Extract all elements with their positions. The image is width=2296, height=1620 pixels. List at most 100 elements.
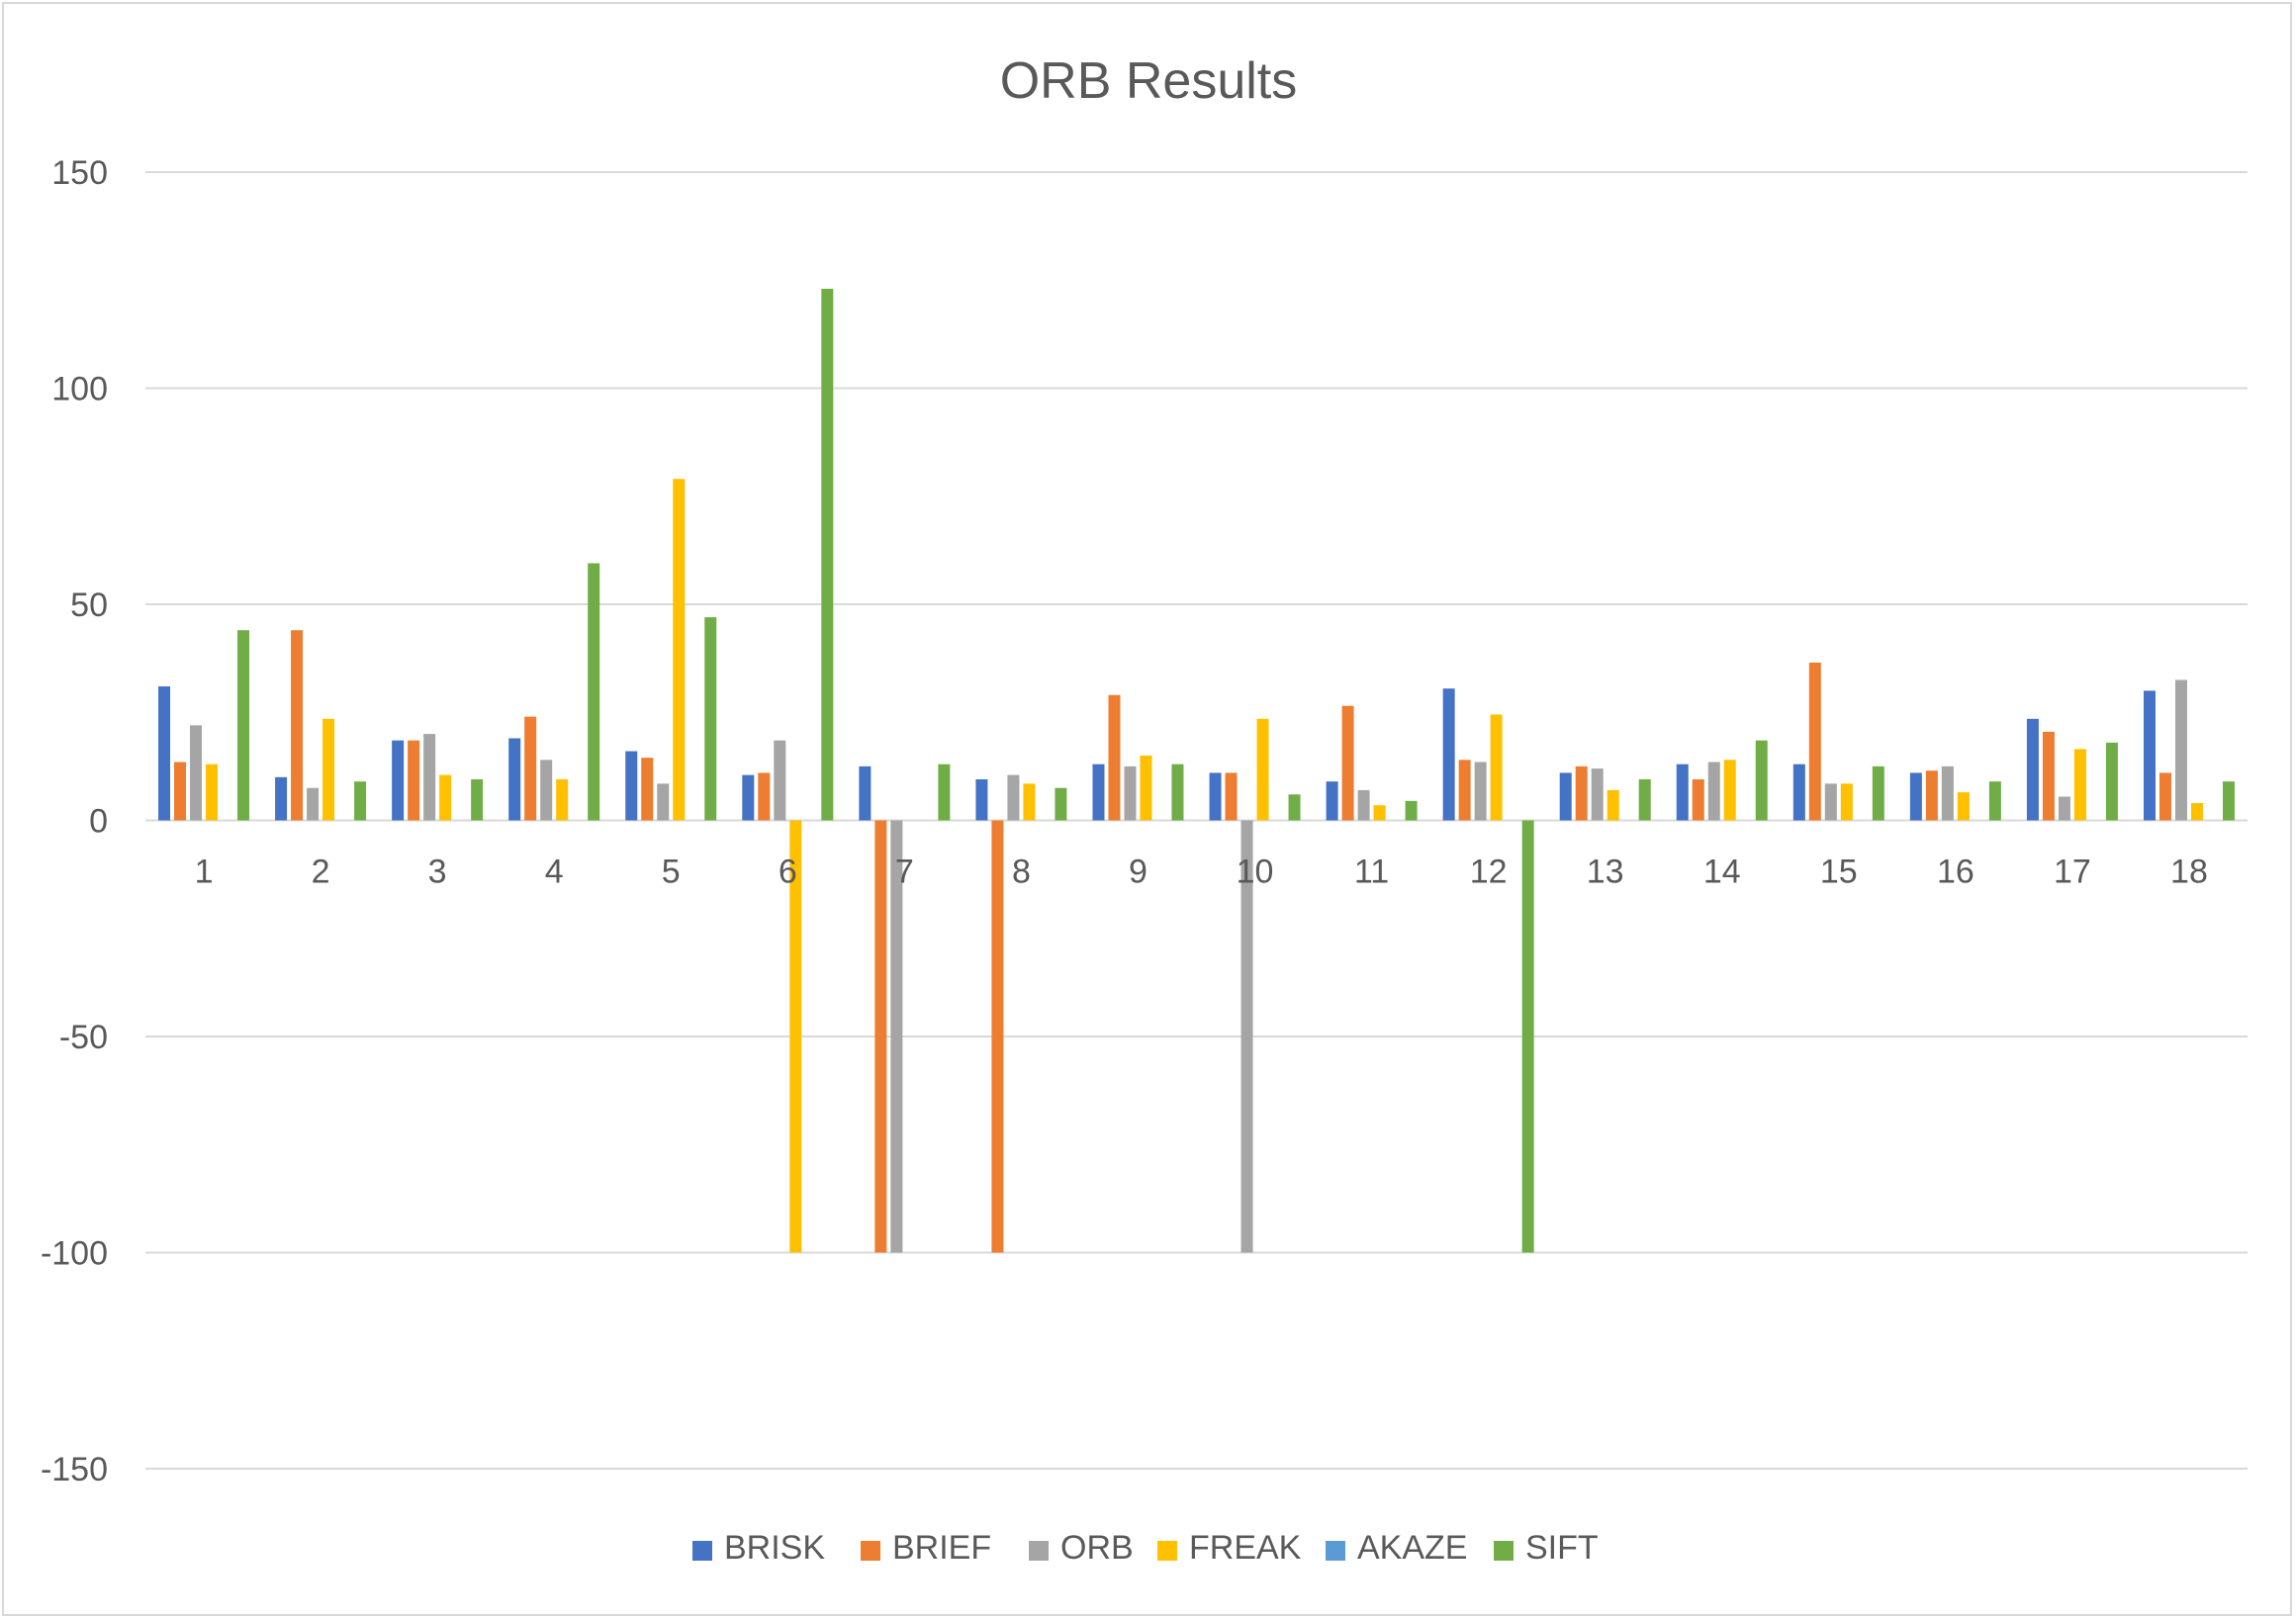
bar-sift-12 bbox=[1521, 820, 1534, 1253]
legend-label: FREAK bbox=[1189, 1529, 1302, 1567]
x-tick-label: 16 bbox=[1937, 854, 1975, 891]
legend-swatch bbox=[861, 1541, 880, 1561]
bar-brisk-8 bbox=[975, 778, 988, 821]
x-tick-label: 1 bbox=[195, 854, 214, 891]
bar-freak-11 bbox=[1373, 805, 1386, 821]
x-tick-label: 18 bbox=[2170, 854, 2208, 891]
y-tick-label: -150 bbox=[41, 1451, 108, 1488]
bar-freak-13 bbox=[1607, 789, 1619, 821]
y-tick-label: 0 bbox=[89, 803, 108, 841]
legend-swatch bbox=[1157, 1541, 1177, 1561]
bar-freak-4 bbox=[556, 778, 569, 821]
bar-freak-9 bbox=[1140, 755, 1152, 821]
y-tick-label: -50 bbox=[59, 1019, 108, 1056]
x-tick-label: 10 bbox=[1237, 854, 1274, 891]
x-tick-label: 14 bbox=[1703, 854, 1741, 891]
bar-sift-8 bbox=[1055, 787, 1067, 821]
bar-orb-17 bbox=[2058, 796, 2070, 821]
x-tick-label: 7 bbox=[895, 854, 914, 891]
bar-brisk-5 bbox=[625, 751, 638, 821]
bar-brief-8 bbox=[991, 820, 1004, 1253]
x-tick-label: 8 bbox=[1012, 854, 1031, 891]
bar-brisk-13 bbox=[1559, 772, 1572, 821]
bar-brief-12 bbox=[1458, 760, 1471, 821]
chart-title: ORB Results bbox=[1000, 52, 1298, 110]
legend-item-sift: SIFT bbox=[1494, 1529, 1599, 1567]
x-tick-label: 12 bbox=[1470, 854, 1508, 891]
bar-orb-4 bbox=[540, 760, 553, 821]
bar-sift-5 bbox=[704, 617, 717, 821]
bar-series bbox=[158, 288, 2235, 1253]
bar-sift-7 bbox=[938, 764, 951, 821]
bar-freak-12 bbox=[1490, 714, 1503, 821]
y-tick-label: 100 bbox=[51, 371, 108, 408]
bar-brisk-6 bbox=[742, 774, 755, 821]
bar-orb-12 bbox=[1474, 762, 1487, 821]
bar-brief-1 bbox=[174, 762, 187, 821]
x-tick-label: 6 bbox=[779, 854, 797, 891]
bar-brief-18 bbox=[2158, 772, 2171, 821]
bar-brisk-9 bbox=[1092, 764, 1105, 821]
bar-freak-6 bbox=[789, 820, 802, 1253]
x-tick-label: 15 bbox=[1820, 854, 1858, 891]
legend: BRISK BRIEF ORB FREAK AKAZE SIFT bbox=[692, 1529, 1599, 1567]
legend-label: BRIEF bbox=[892, 1529, 991, 1567]
legend-swatch bbox=[1029, 1541, 1049, 1561]
bar-freak-18 bbox=[2190, 803, 2203, 821]
y-tick-label: 50 bbox=[70, 586, 108, 624]
y-tick-label: -100 bbox=[41, 1235, 108, 1273]
bar-brief-9 bbox=[1108, 694, 1121, 821]
bar-brisk-12 bbox=[1442, 688, 1455, 821]
bar-freak-14 bbox=[1723, 760, 1736, 821]
legend-item-freak: FREAK bbox=[1157, 1529, 1302, 1567]
bar-sift-4 bbox=[588, 563, 600, 821]
x-tick-label: 17 bbox=[2054, 854, 2091, 891]
bar-orb-8 bbox=[1007, 774, 1020, 821]
bar-orb-11 bbox=[1357, 789, 1370, 821]
bar-freak-17 bbox=[2073, 749, 2086, 821]
bar-orb-2 bbox=[307, 787, 320, 821]
bar-sift-6 bbox=[821, 288, 834, 821]
bar-orb-1 bbox=[190, 725, 203, 821]
x-tick-label: 5 bbox=[662, 854, 681, 891]
bar-brisk-16 bbox=[1909, 772, 1922, 821]
bar-brief-17 bbox=[2042, 731, 2055, 821]
x-tick-label: 11 bbox=[1354, 854, 1389, 891]
x-tick-label: 9 bbox=[1129, 854, 1148, 891]
x-tick-label: 2 bbox=[312, 854, 330, 891]
bar-brisk-7 bbox=[859, 765, 872, 821]
bar-orb-7 bbox=[890, 820, 903, 1253]
bar-freak-15 bbox=[1840, 783, 1853, 821]
bar-brisk-14 bbox=[1676, 764, 1689, 821]
legend-label: SIFT bbox=[1525, 1529, 1599, 1567]
bar-freak-5 bbox=[673, 479, 686, 821]
bar-sift-18 bbox=[2222, 781, 2235, 821]
y-axis-ticks: 150 100 50 0 -50 -100 -150 bbox=[41, 154, 108, 1488]
x-tick-label: 3 bbox=[428, 854, 447, 891]
bar-freak-1 bbox=[206, 764, 219, 821]
bar-freak-2 bbox=[322, 718, 335, 821]
bar-orb-5 bbox=[657, 783, 670, 821]
bar-brief-11 bbox=[1341, 705, 1354, 821]
bar-brisk-3 bbox=[392, 740, 405, 821]
bar-freak-10 bbox=[1256, 718, 1269, 821]
gridlines bbox=[145, 171, 2248, 1470]
legend-swatch bbox=[692, 1541, 712, 1561]
bar-brief-6 bbox=[758, 772, 771, 821]
bar-orb-6 bbox=[774, 740, 786, 821]
legend-label: BRISK bbox=[724, 1529, 825, 1567]
bar-brisk-10 bbox=[1209, 772, 1222, 821]
bar-sift-14 bbox=[1755, 740, 1768, 821]
legend-swatch bbox=[1494, 1541, 1514, 1561]
bar-sift-10 bbox=[1288, 794, 1301, 821]
legend-label: AKAZE bbox=[1357, 1529, 1467, 1567]
bar-brisk-17 bbox=[2026, 718, 2039, 821]
legend-item-brief: BRIEF bbox=[861, 1529, 991, 1567]
bar-brief-7 bbox=[874, 820, 887, 1253]
y-tick-label: 150 bbox=[51, 154, 108, 192]
bar-brief-15 bbox=[1808, 662, 1821, 821]
legend-item-akaze: AKAZE bbox=[1326, 1529, 1467, 1567]
bar-orb-15 bbox=[1824, 783, 1837, 821]
